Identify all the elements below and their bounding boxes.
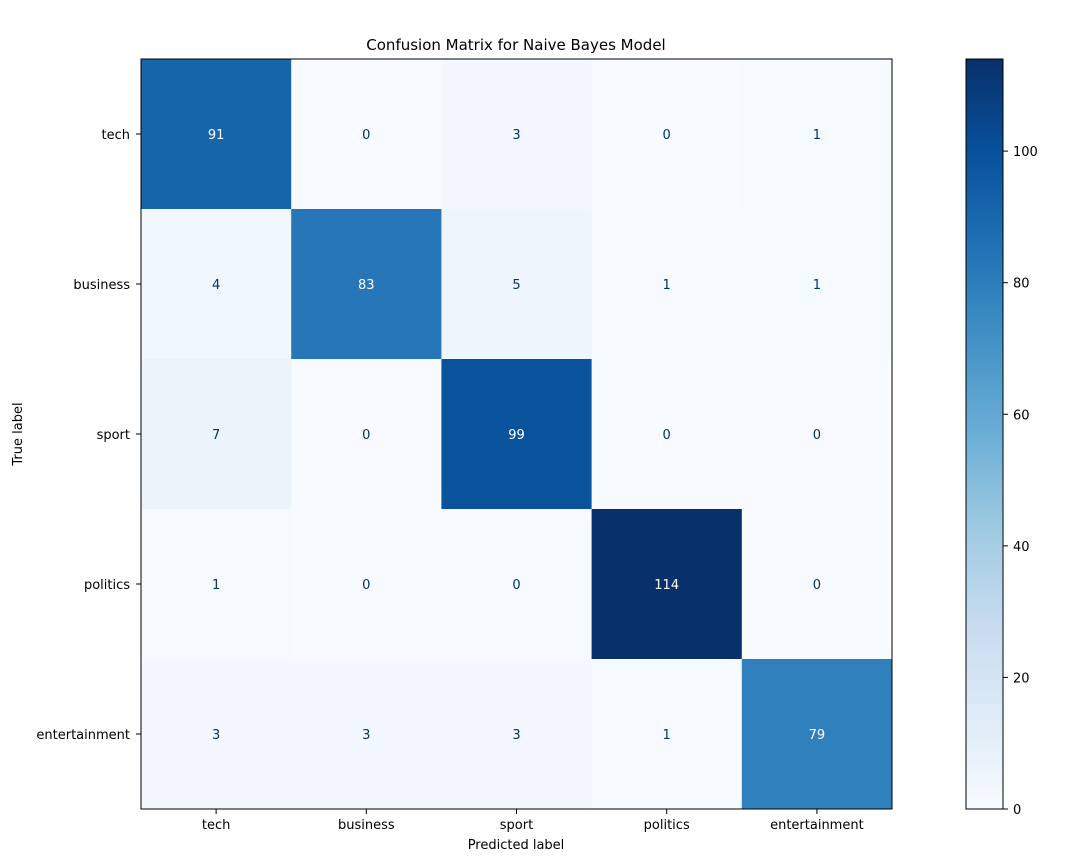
heatmap-cells — [141, 59, 893, 810]
heatmap-cell — [291, 59, 442, 210]
heatmap-cell — [291, 509, 442, 660]
heatmap-cell-label: 1 — [212, 578, 220, 593]
heatmap-cell-label: 1 — [813, 278, 821, 293]
heatmap-cell — [441, 359, 593, 510]
heatmap-cell — [291, 659, 442, 810]
y-tick-label: entertainment — [36, 728, 130, 743]
colorbar-tick-label: 0 — [1013, 803, 1021, 818]
heatmap-cell — [591, 359, 743, 510]
colorbar-tick-label: 60 — [1013, 408, 1030, 423]
heatmap-cell-label: 7 — [212, 428, 220, 443]
heatmap-cell-label: 83 — [358, 278, 375, 293]
y-tick-label: tech — [102, 128, 130, 143]
heatmap-cell-label: 99 — [508, 428, 525, 443]
heatmap-cell — [141, 209, 292, 360]
x-axis-label: Predicted label — [468, 838, 565, 853]
x-axis-ticks: tech business sport politics entertainment — [202, 809, 864, 833]
heatmap-cell — [141, 659, 292, 810]
heatmap-cell — [741, 509, 893, 660]
heatmap-cell — [741, 359, 893, 510]
x-tick-label: politics — [644, 818, 690, 833]
heatmap-cell — [441, 659, 593, 810]
heatmap-cell — [591, 209, 743, 360]
heatmap-cell-label: 0 — [362, 428, 370, 443]
colorbar-tick-label: 80 — [1013, 277, 1030, 292]
heatmap-cell-label: 3 — [362, 728, 370, 743]
heatmap-cell — [141, 59, 292, 210]
heatmap-cell — [441, 209, 593, 360]
heatmap-cell-label: 0 — [512, 578, 520, 593]
y-tick-label: sport — [97, 428, 130, 443]
heatmap-cell — [741, 209, 893, 360]
heatmap-cell — [291, 359, 442, 510]
x-tick-label: tech — [202, 818, 230, 833]
heatmap-cell-label: 79 — [809, 728, 826, 743]
heatmap-cell — [141, 359, 292, 510]
heatmap-cell-label: 0 — [663, 428, 671, 443]
heatmap-cell-label: 3 — [512, 128, 520, 143]
x-tick-label: business — [338, 818, 395, 833]
y-axis-label: True label — [11, 402, 26, 466]
y-tick-label: politics — [84, 578, 130, 593]
colorbar-tick-label: 20 — [1013, 671, 1030, 686]
y-axis-ticks: tech business sport politics entertainment — [36, 128, 141, 743]
heatmap-cell — [441, 509, 593, 660]
heatmap-cell-label: 4 — [212, 278, 220, 293]
x-tick-label: sport — [500, 818, 533, 833]
heatmap-cell — [291, 209, 442, 360]
heatmap-cell — [741, 59, 893, 210]
colorbar-ticks: 0 20 40 60 80 100 — [1003, 145, 1038, 818]
heatmap-cell-label: 0 — [813, 578, 821, 593]
heatmap-cell-label: 91 — [208, 128, 225, 143]
heatmap-cell-label: 1 — [663, 278, 671, 293]
colorbar-tick-label: 100 — [1013, 145, 1038, 160]
heatmap-cell-label: 5 — [512, 278, 520, 293]
heatmap-cell-label: 1 — [663, 728, 671, 743]
heatmap-cell-label: 114 — [654, 578, 679, 593]
heatmap-cell-label: 0 — [663, 128, 671, 143]
heatmap-cell-label: 3 — [212, 728, 220, 743]
heatmap-cell-label: 0 — [362, 578, 370, 593]
heatmap-cell — [141, 509, 292, 660]
heatmap-cell-label: 3 — [512, 728, 520, 743]
x-tick-label: entertainment — [770, 818, 864, 833]
heatmap-cell-labels: 91 0 3 0 1 4 83 5 1 1 7 0 99 0 0 1 0 0 114 0 3 3 3 1 79 — [208, 128, 825, 743]
colorbar-tick-label: 40 — [1013, 540, 1030, 555]
heatmap-cell — [591, 59, 743, 210]
y-tick-label: business — [73, 278, 130, 293]
heatmap-cell-label: 1 — [813, 128, 821, 143]
heatmap-cell — [441, 59, 593, 210]
heatmap-cell — [591, 659, 743, 810]
heatmap-cell — [741, 659, 893, 810]
heatmap-cell-label: 0 — [813, 428, 821, 443]
colorbar — [965, 58, 1004, 810]
heatmap-cell-label: 0 — [362, 128, 370, 143]
heatmap-cell — [591, 509, 743, 660]
chart-title: Confusion Matrix for Naive Bayes Model — [366, 36, 665, 54]
